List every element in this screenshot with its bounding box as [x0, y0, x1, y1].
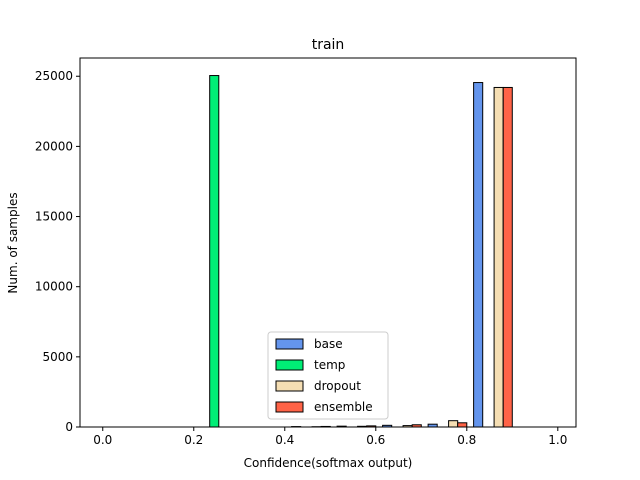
x-tick-label: 1.0 [548, 433, 567, 447]
x-tick-label: 0.4 [275, 433, 294, 447]
legend-swatch-temp [275, 359, 304, 371]
axes-frame [79, 57, 577, 428]
bar-ensemble-bin-7 [457, 422, 468, 428]
x-tick-label: 0.0 [93, 433, 112, 447]
chart-title: train [312, 37, 345, 53]
y-tick-label: 0 [65, 420, 73, 434]
y-tick-label: 10000 [35, 280, 73, 294]
y-tick-label: 15000 [35, 210, 73, 224]
bar-base-bin-8 [473, 82, 484, 428]
legend-swatch-dropout [275, 380, 304, 392]
x-axis-ticks: 0.0 0.2 0.4 0.6 0.8 1.0 [93, 427, 567, 447]
legend-label-base: base [314, 337, 343, 351]
legend-label-dropout: dropout [314, 379, 361, 393]
legend-label-temp: temp [314, 358, 345, 372]
bar-dropout-bin-7 [448, 420, 459, 428]
legend-swatch-ensemble [275, 401, 304, 413]
y-tick-label: 20000 [35, 139, 73, 153]
y-axis-ticks: 0 5000 10000 15000 20000 25000 [35, 69, 80, 434]
x-tick-label: 0.6 [366, 433, 385, 447]
legend: base temp dropout ensemble [267, 331, 389, 420]
bar-ensemble-bin-8 [502, 86, 513, 428]
x-axis-label: Confidence(softmax output) [244, 456, 413, 470]
bar-dropout-bin-8 [493, 86, 504, 428]
y-axis-label: Num. of samples [6, 192, 20, 293]
y-tick-label: 25000 [35, 69, 73, 83]
legend-swatch-base [275, 338, 304, 350]
x-tick-label: 0.2 [184, 433, 203, 447]
bar-temp-bin-2 [209, 75, 220, 428]
legend-entries: base temp dropout ensemble [275, 337, 373, 414]
x-tick-label: 0.8 [457, 433, 476, 447]
y-tick-label: 5000 [42, 350, 73, 364]
legend-box [267, 331, 389, 420]
legend-label-ensemble: ensemble [314, 400, 373, 414]
